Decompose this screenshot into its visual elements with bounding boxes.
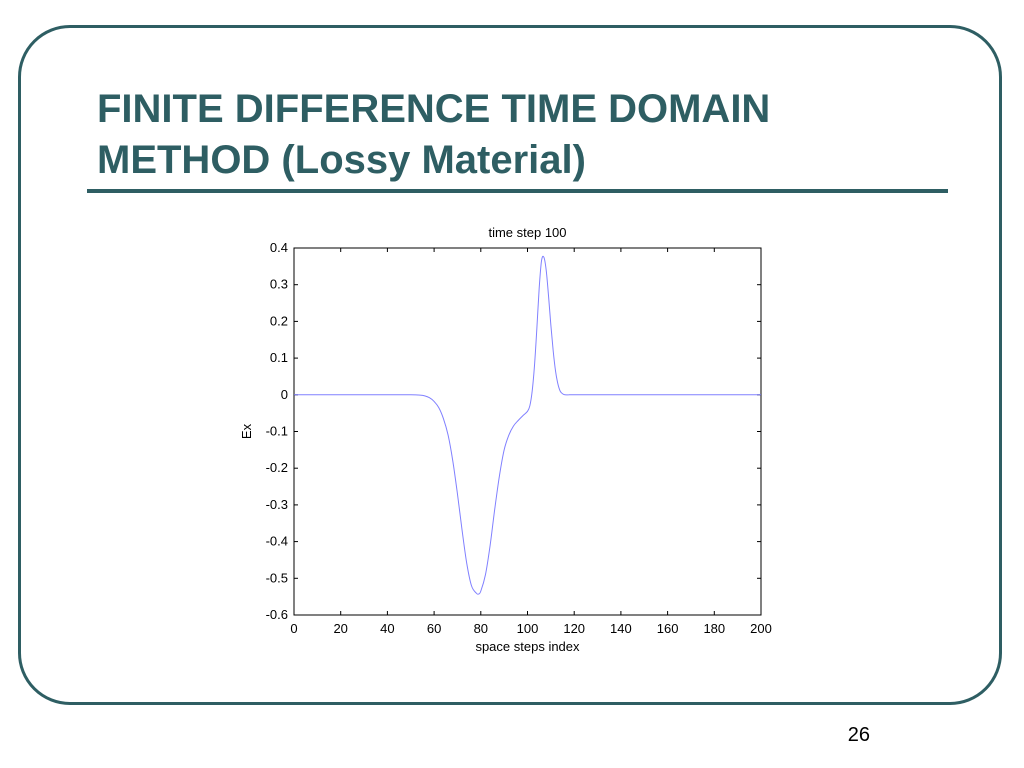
chart-title: time step 100 [488, 225, 566, 240]
x-tick-labels: 0 20 40 60 80 100 120 140 160 180 200 [290, 621, 771, 636]
page-number: 26 [847, 724, 870, 746]
x-tick-label: 80 [474, 621, 488, 636]
y-tick-label: -0.1 [266, 424, 288, 439]
y-tick-label: 0.1 [270, 350, 288, 365]
title-underline [87, 189, 948, 193]
plot-area-frame [293, 247, 762, 616]
y-tick-label: 0 [281, 387, 288, 402]
x-tick-label: 100 [517, 621, 539, 636]
x-tick-label: 120 [563, 621, 585, 636]
y-tick-label: -0.4 [266, 534, 288, 549]
y-tick-labels: 0.4 0.3 0.2 0.1 0 -0.1 -0.2 -0.3 -0.4 -0.5 -0.6 [266, 240, 288, 622]
x-tick-label: 180 [703, 621, 725, 636]
axis-ticks [293, 247, 762, 616]
x-tick-label: 200 [750, 621, 772, 636]
x-tick-label: 160 [657, 621, 679, 636]
x-tick-label: 140 [610, 621, 632, 636]
x-tick-label: 0 [290, 621, 297, 636]
x-tick-label: 40 [380, 621, 394, 636]
x-tick-label: 20 [333, 621, 347, 636]
x-axis-label: space steps index [475, 639, 580, 654]
y-tick-label: -0.6 [266, 607, 288, 622]
x-tick-label: 60 [427, 621, 441, 636]
slide-frame [18, 25, 1002, 705]
y-tick-label: -0.3 [266, 497, 288, 512]
y-axis-label: Ex [239, 423, 254, 439]
y-tick-label: 0.4 [270, 240, 288, 255]
y-tick-label: 0.2 [270, 313, 288, 328]
series-line-ex [294, 255, 761, 595]
y-tick-label: 0.3 [270, 277, 288, 292]
slide-title: FINITE DIFFERENCE TIME DOMAIN METHOD (Lo… [97, 87, 771, 182]
y-tick-label: -0.5 [266, 570, 288, 585]
y-tick-label: -0.2 [266, 460, 288, 475]
